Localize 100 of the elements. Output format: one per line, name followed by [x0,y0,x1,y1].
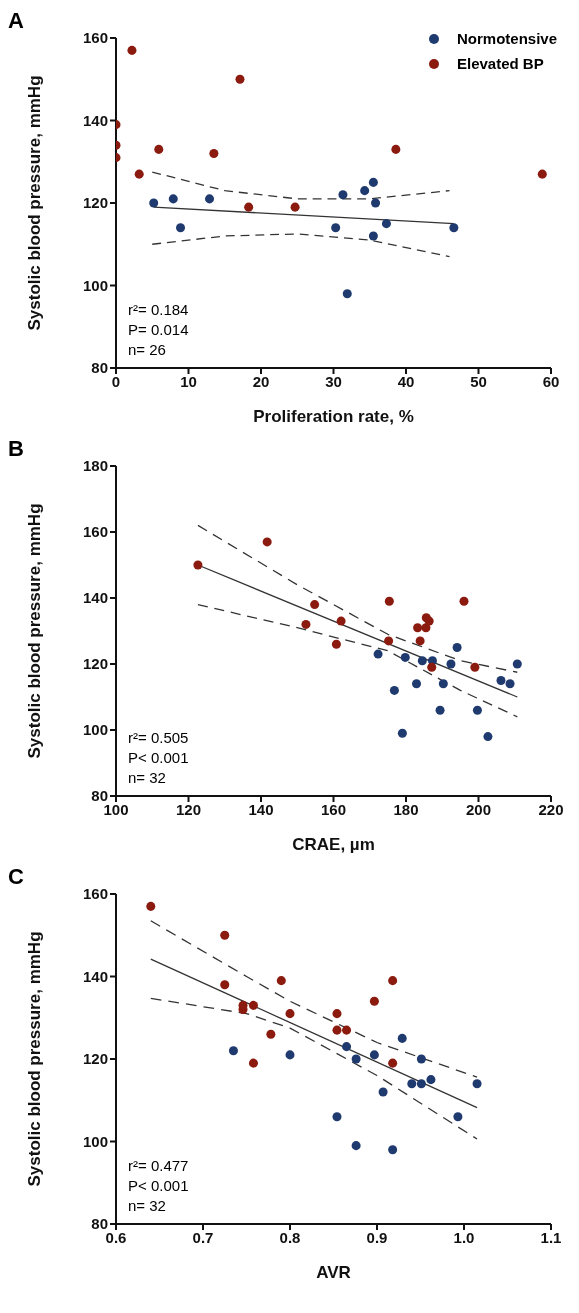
x-tick-label: 1.1 [540,1228,562,1246]
y-tick-label: 100 [82,721,108,739]
point [331,223,341,233]
point [266,1029,276,1039]
point [228,1046,238,1056]
point [331,639,341,649]
point [351,1141,361,1151]
x-tick-label: 180 [393,800,419,818]
annotation: n= 32 [128,768,167,788]
point [290,202,300,212]
point [193,560,203,570]
x-tick-label: 0.7 [192,1228,214,1246]
point [459,596,469,606]
x-tick-label: 200 [465,800,492,818]
x-tick-label: 60 [542,372,560,390]
point [496,675,506,686]
x-tick-label: 0.9 [366,1228,388,1246]
point [235,74,245,84]
point [248,1000,258,1010]
point [472,705,482,715]
point [388,1058,398,1068]
point [248,1058,258,1068]
chart-title: B [8,436,24,462]
y-tick-label: 140 [82,967,108,985]
legend-label: Elevated BP [456,55,544,72]
y-axis-title: Systolic blood pressure, mmHg [25,503,45,759]
point [351,1054,361,1064]
y-tick-label: 160 [82,523,108,541]
line-series [197,524,518,673]
x-tick-label: 10 [180,372,197,390]
line-series [151,233,451,258]
point [285,1050,295,1060]
x-tick-label: 0.8 [279,1228,301,1246]
annotation: r²= 0.477 [128,1156,189,1176]
point [426,1075,436,1085]
point [397,1033,407,1043]
point [338,190,348,200]
point [127,45,137,55]
line-series [150,997,478,1140]
point [435,705,445,715]
point [205,194,215,204]
x-tick-label: 20 [252,372,270,390]
point [342,1025,352,1035]
y-tick-label: 80 [91,1215,108,1233]
y-tick-label: 140 [82,111,108,129]
annotation: P< 0.001 [128,748,189,768]
x-tick-label: 1.0 [453,1228,475,1246]
x-tick-label: 0 [111,372,121,390]
point [368,231,378,241]
y-tick-label: 160 [82,29,108,47]
point [149,198,159,208]
point [537,169,547,179]
y-tick-label: 140 [82,589,108,607]
x-axis-title: AVR [316,1263,351,1282]
x-axis-title: CRAE, µm [292,835,375,854]
point [446,659,456,669]
point [301,619,311,629]
x-axis-title: Proliferation rate, % [253,407,414,426]
annotation: n= 32 [128,1196,167,1216]
chart-title: A [8,8,24,34]
x-tick-label: 30 [325,372,342,390]
point [417,656,427,666]
point [397,728,407,738]
point [416,1054,426,1064]
point [168,194,178,204]
point [388,1145,398,1155]
point [389,685,399,695]
point [449,223,459,233]
point [505,679,515,689]
point [470,662,480,672]
point [332,1025,342,1035]
point [134,169,144,179]
point [262,537,272,547]
point [413,623,423,633]
y-axis-title: Systolic blood pressure, mmHg [25,931,45,1187]
y-axis-title: Systolic blood pressure, mmHg [25,75,45,331]
point [388,976,398,986]
y-tick-label: 100 [82,276,108,294]
point [381,219,391,229]
point [427,662,437,672]
point [371,198,381,208]
point [332,1112,342,1122]
annotation: n= 26 [128,340,167,360]
point [384,596,394,606]
y-tick-label: 160 [82,885,108,903]
point [336,616,346,626]
point [285,1009,295,1019]
point [209,148,219,159]
point [452,642,462,653]
x-tick-label: 140 [248,800,274,818]
point [368,177,378,187]
y-tick-label: 120 [82,194,108,212]
line-series [197,603,518,718]
annotation: P< 0.001 [128,1176,189,1196]
y-tick-label: 180 [82,457,108,475]
point [512,659,522,669]
point [244,202,254,212]
chart-title: C [8,864,24,890]
y-tick-label: 120 [82,655,108,673]
x-tick-label: 40 [397,372,415,390]
